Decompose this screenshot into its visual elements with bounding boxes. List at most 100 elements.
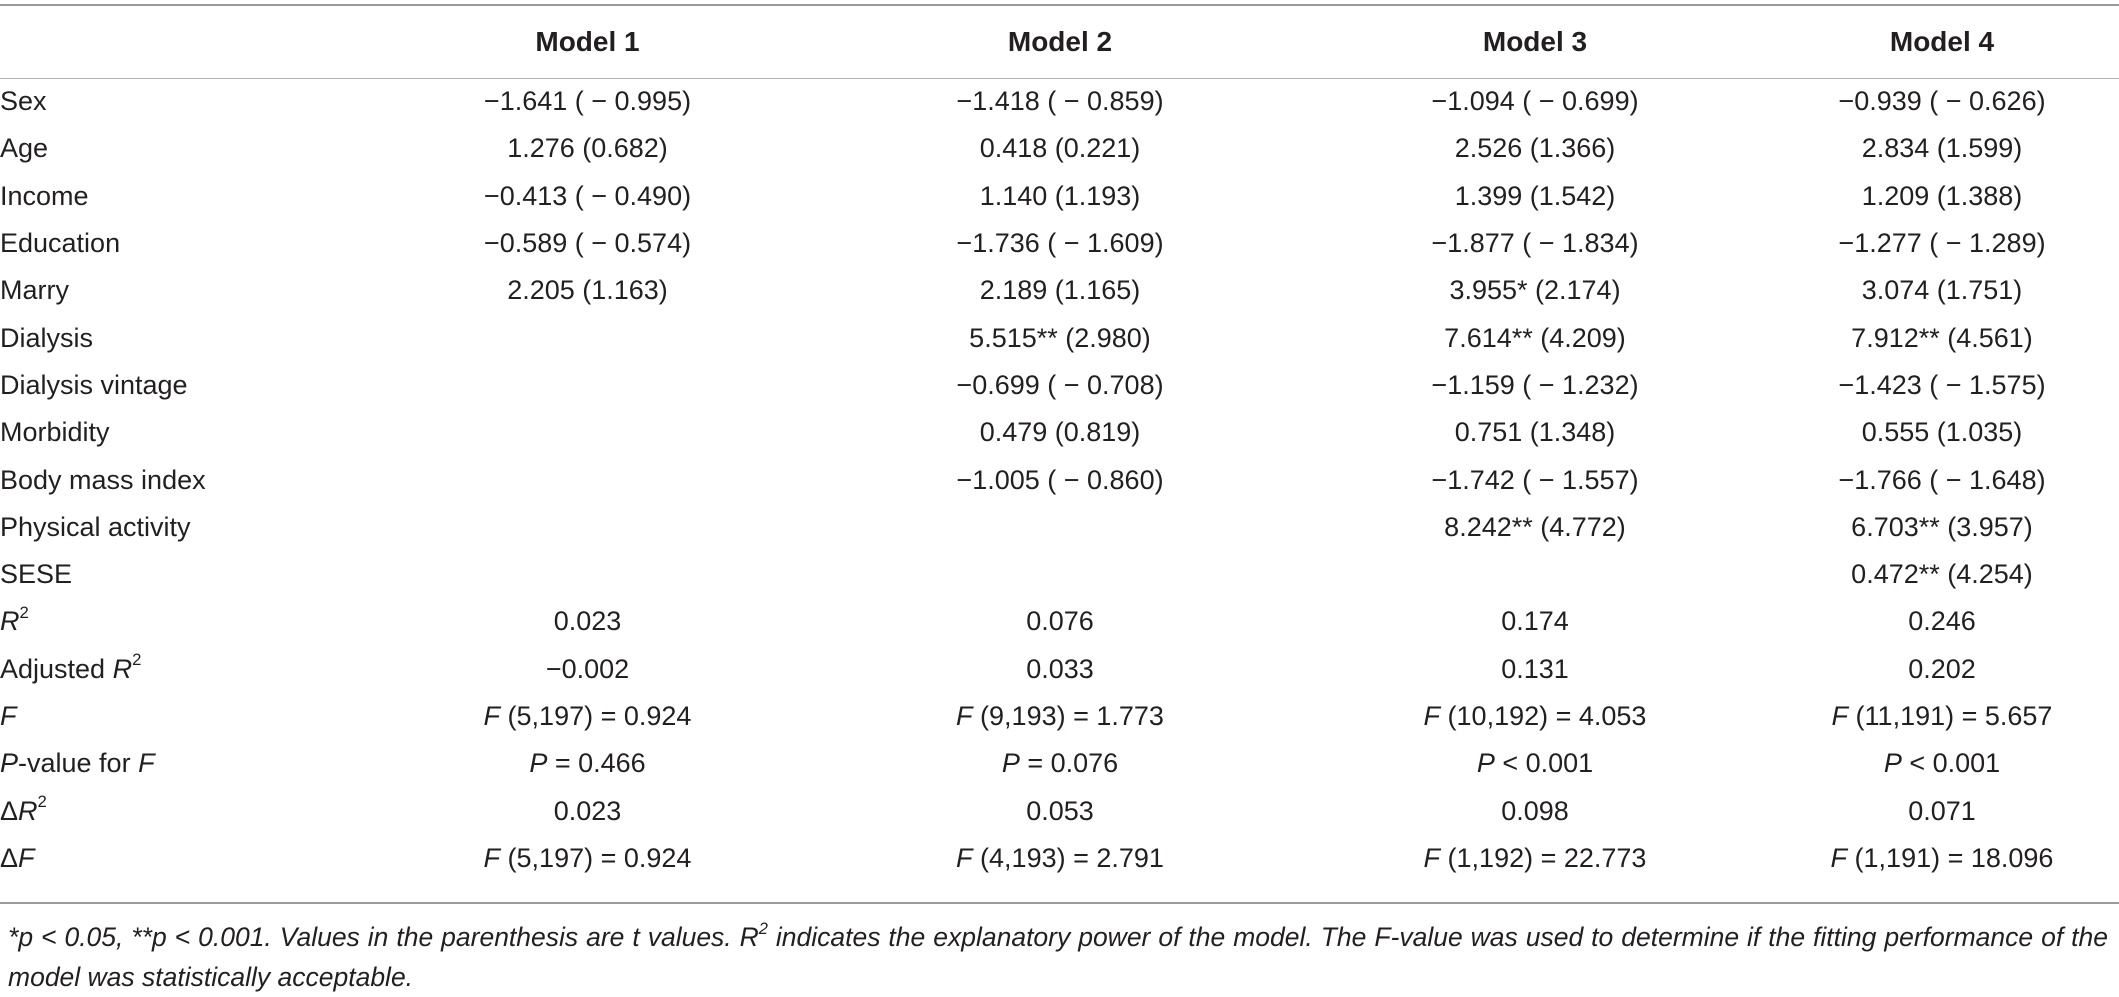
adjusted-prefix: Adjusted <box>0 653 113 684</box>
f-value: (10,192) = 4.053 <box>1440 701 1647 731</box>
table-cell: 1.140 (1.193) <box>979 180 1141 211</box>
row-label: Physical activity <box>0 511 191 542</box>
table-cell: 0.023 <box>553 606 622 637</box>
table-cell: 0.202 <box>1908 653 1976 684</box>
table-cell: F (9,193) = 1.773 <box>815 693 1305 740</box>
header-model-1: Model 1 <box>535 26 640 57</box>
r-symbol: R <box>0 606 20 637</box>
delta-f-row: ΔF F (5,197) = 0.924 F (4,193) = 2.791 F… <box>0 835 2119 882</box>
table-cell: 0.033 <box>1026 653 1094 684</box>
p-value: < 0.001 <box>1494 748 1594 779</box>
r-squared-row: R2 0.023 0.076 0.174 0.246 <box>0 598 2119 645</box>
f-row: F F (5,197) = 0.924 F (9,193) = 1.773 F … <box>0 693 2119 740</box>
table-cell: 0.472** (4.254) <box>1851 559 2033 590</box>
table-cell: −1.094 ( − 0.699) <box>1431 86 1639 117</box>
footnote-superscript-2: 2 <box>758 919 768 938</box>
table-cell <box>815 551 1305 598</box>
table-cell: 3.955* (2.174) <box>1449 275 1621 306</box>
delta-symbol: Δ <box>0 795 19 826</box>
table-cell: F (1,192) = 22.773 <box>1305 835 1765 882</box>
row-label: Age <box>0 133 49 164</box>
table-cell: 0.479 (0.819) <box>979 417 1141 448</box>
table-cell: 5.515** (2.980) <box>969 322 1151 353</box>
f-value: (5,197) = 0.924 <box>500 842 692 873</box>
row-label: Education <box>0 228 121 259</box>
table-cell: F (1,191) = 18.096 <box>1765 835 2119 882</box>
table-cell: −1.742 ( − 1.557) <box>1431 464 1639 495</box>
r-symbol: R <box>18 795 38 826</box>
p-value: = 0.076 <box>1019 748 1119 779</box>
f-value: (4,193) = 2.791 <box>972 842 1164 873</box>
table-cell: P = 0.076 <box>815 740 1305 787</box>
table-cell: F (4,193) = 2.791 <box>815 835 1305 882</box>
f-symbol: F <box>956 701 973 731</box>
delta-r-squared-row: ΔR2 0.023 0.053 0.098 0.071 <box>0 787 2119 834</box>
header-model-3: Model 3 <box>1482 26 1588 57</box>
row-label: ΔF <box>0 835 360 882</box>
table-cell: −0.413 ( − 0.490) <box>483 180 692 211</box>
p-symbol: P <box>1476 748 1495 779</box>
header-rule <box>0 78 2119 79</box>
table-cell <box>1305 551 1765 598</box>
table-cell: 1.399 (1.542) <box>1454 180 1616 211</box>
p-symbol: P <box>1001 748 1020 779</box>
row-label: F <box>0 701 17 731</box>
footnote-text-2: indicates the explanatory power of the m… <box>8 922 2108 992</box>
table-cell: F (11,191) = 5.657 <box>1765 693 2119 740</box>
table-cell: −0.939 ( − 0.626) <box>1838 86 2046 117</box>
p-value: < 0.001 <box>1901 748 2001 779</box>
row-label: Dialysis vintage <box>0 369 188 400</box>
table-row: Sex −1.641 ( − 0.995) −1.418 ( − 0.859) … <box>0 78 2119 125</box>
table-cell: −0.002 <box>545 653 630 684</box>
top-rule <box>0 4 2119 6</box>
table-cell: 0.555 (1.035) <box>1861 417 2023 448</box>
superscript-2: 2 <box>132 650 142 670</box>
f-value: (9,193) = 1.773 <box>972 701 1164 731</box>
table-cell <box>360 409 815 456</box>
table-cell: P < 0.001 <box>1305 740 1765 787</box>
f-symbol: F <box>1423 701 1441 731</box>
table-cell: 0.023 <box>553 795 622 826</box>
table-cell: −1.277 ( − 1.289) <box>1838 228 2046 259</box>
table-cell: 7.614** (4.209) <box>1444 322 1626 353</box>
table-cell: 7.912** (4.561) <box>1851 322 2033 353</box>
table-row: SESE 0.472** (4.254) <box>0 551 2119 598</box>
table-cell <box>360 314 815 361</box>
f-value: (11,191) = 5.657 <box>1848 701 2053 731</box>
p-value: = 0.466 <box>547 748 646 779</box>
table-cell: −1.877 ( − 1.834) <box>1431 228 1639 259</box>
table-cell: 0.418 (0.221) <box>979 133 1141 164</box>
table-cell: −1.005 ( − 0.860) <box>956 464 1164 495</box>
footnote-r-symbol: R <box>739 922 759 952</box>
table-cell: −1.641 ( − 0.995) <box>483 86 692 117</box>
p-label-mid: -value for <box>18 748 139 779</box>
table-cell: P = 0.466 <box>360 740 815 787</box>
table-row: Age 1.276 (0.682) 0.418 (0.221) 2.526 (1… <box>0 125 2119 172</box>
row-label: R2 <box>0 598 360 645</box>
table-cell: −1.423 ( − 1.575) <box>1838 369 2046 400</box>
table-cell: 0.131 <box>1501 653 1569 684</box>
table-cell: −1.736 ( − 1.609) <box>956 228 1164 259</box>
f-value: (5,197) = 0.924 <box>500 701 692 731</box>
table-cell: F (5,197) = 0.924 <box>360 835 815 882</box>
table-cell: 0.053 <box>1026 795 1094 826</box>
table-row: Dialysis 5.515** (2.980) 7.614** (4.209)… <box>0 314 2119 361</box>
table-cell <box>815 504 1305 551</box>
row-label: P-value for F <box>0 740 360 787</box>
f-symbol: F <box>1423 842 1441 873</box>
table-cell: 0.076 <box>1026 606 1094 637</box>
f-symbol: F <box>1831 701 1849 731</box>
row-label: Sex <box>0 86 47 117</box>
f-symbol: F <box>18 842 35 873</box>
table-cell: 0.174 <box>1501 606 1569 637</box>
f-value: (1,191) = 18.096 <box>1847 842 2054 873</box>
table-cell <box>360 504 815 551</box>
p-value-row: P-value for F P = 0.466 P = 0.076 P < 0.… <box>0 740 2119 787</box>
table-cell: 0.071 <box>1908 795 1976 826</box>
table-cell: −1.766 ( − 1.648) <box>1838 464 2046 495</box>
row-label: Marry <box>0 275 69 306</box>
table-row: Dialysis vintage −0.699 ( − 0.708) −1.15… <box>0 362 2119 409</box>
row-label: Adjusted R2 <box>0 646 360 693</box>
table-cell: 0.098 <box>1501 795 1569 826</box>
